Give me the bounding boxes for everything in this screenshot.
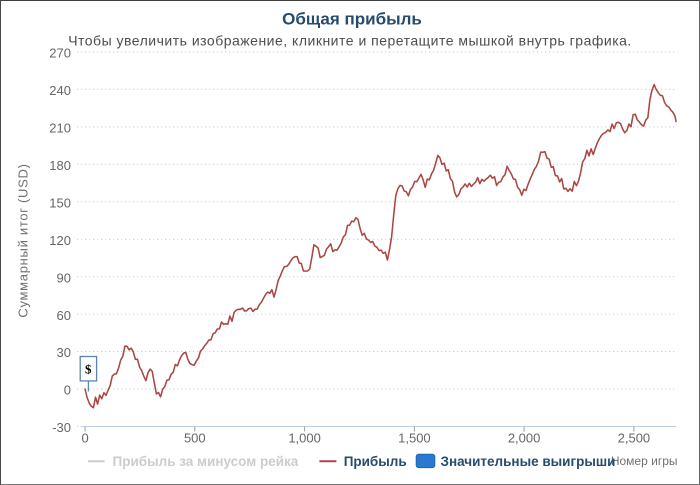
svg-text:Суммарный итог (USD): Суммарный итог (USD)	[15, 163, 30, 317]
svg-text:150: 150	[49, 196, 71, 211]
svg-text:240: 240	[49, 83, 71, 98]
svg-text:Прибыль: Прибыль	[344, 454, 407, 469]
svg-text:180: 180	[49, 158, 71, 173]
svg-text:60: 60	[57, 308, 71, 323]
svg-text:1,000: 1,000	[288, 431, 321, 446]
svg-text:Значительные выигрыши: Значительные выигрыши	[441, 454, 616, 469]
svg-text:$: $	[85, 362, 92, 377]
svg-text:1,500: 1,500	[398, 431, 431, 446]
svg-text:2,000: 2,000	[508, 431, 541, 446]
svg-text:0: 0	[81, 431, 88, 446]
svg-text:120: 120	[49, 233, 71, 248]
svg-text:2,500: 2,500	[618, 431, 651, 446]
svg-text:Чтобы увеличить изображение, к: Чтобы увеличить изображение, кликните и …	[68, 32, 632, 48]
svg-text:90: 90	[57, 270, 71, 285]
svg-text:Прибыль за минусом рейка: Прибыль за минусом рейка	[113, 454, 299, 469]
svg-text:Номер игры: Номер игры	[611, 454, 678, 468]
svg-text:270: 270	[49, 46, 71, 61]
svg-text:210: 210	[49, 121, 71, 136]
svg-text:0: 0	[64, 383, 71, 398]
svg-text:500: 500	[184, 431, 206, 446]
svg-text:-30: -30	[52, 420, 71, 435]
svg-text:30: 30	[57, 345, 71, 360]
svg-text:Общая прибыль: Общая прибыль	[282, 10, 422, 29]
